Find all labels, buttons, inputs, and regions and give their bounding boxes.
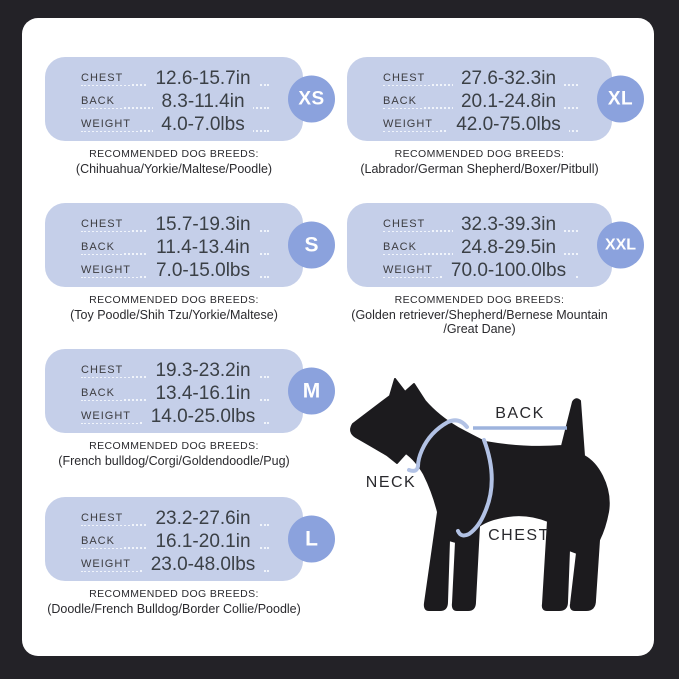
breed-list: (Labrador/German Shepherd/Boxer/Pitbull) (360, 162, 599, 176)
dog-silhouette (350, 378, 610, 611)
chest-value: 27.6-32.3in (452, 68, 565, 89)
recommended-title: RECOMMENDED DOG BREEDS: (89, 440, 259, 452)
chest-row: CHEST 15.7-19.3in (81, 213, 273, 235)
back-value: 20.1-24.8in (452, 91, 565, 112)
dog-silhouette-diagram (350, 378, 610, 611)
chest-label: CHEST (81, 72, 131, 85)
recommended-title: RECOMMENDED DOG BREEDS: (394, 148, 565, 160)
back-row: BACK 8.3-11.4in (81, 90, 273, 112)
chest-label: CHEST (383, 218, 433, 231)
back-label: BACK (81, 241, 122, 254)
weight-label: WEIGHT (81, 118, 138, 131)
chest-label: CHEST (81, 364, 131, 377)
back-label: BACK (81, 535, 122, 548)
size-panel: CHEST 12.6-15.7in BACK 8.3-11.4in WEIGHT… (45, 57, 335, 141)
size-badge-xs: XS (288, 75, 335, 123)
size-panel: CHEST 19.3-23.2in BACK 13.4-16.1in WEIGH… (45, 349, 335, 433)
size-block-l: CHEST 23.2-27.6in BACK 16.1-20.1in WEIGH… (45, 497, 335, 616)
chest-row: CHEST 19.3-23.2in (81, 359, 273, 381)
weight-label: WEIGHT (383, 118, 440, 131)
recommended-title: RECOMMENDED DOG BREEDS: (89, 148, 259, 160)
breed-list: (Golden retriever/Shepherd/Bernese Mount… (351, 308, 608, 336)
size-panel: CHEST 32.3-39.3in BACK 24.8-29.5in WEIGH… (347, 203, 644, 287)
size-badge-s: S (288, 221, 335, 269)
weight-value: 42.0-75.0lbs (448, 114, 569, 135)
weight-row: WEIGHT 23.0-48.0lbs (81, 553, 273, 575)
chest-label: CHEST (81, 218, 131, 231)
back-value: 13.4-16.1in (147, 383, 259, 404)
neck-strap-line (407, 418, 469, 473)
chest-value: 15.7-19.3in (147, 214, 259, 235)
back-row: BACK 13.4-16.1in (81, 382, 273, 404)
chest-row: CHEST 32.3-39.3in (383, 213, 582, 235)
weight-row: WEIGHT 4.0-7.0lbs (81, 113, 273, 135)
breed-list: (Chihuahua/Yorkie/Maltese/Poodle) (75, 162, 273, 176)
chest-label: CHEST (383, 72, 433, 85)
chest-strap-line (456, 438, 494, 538)
recommended-title: RECOMMENDED DOG BREEDS: (89, 294, 259, 306)
back-label: BACK (383, 241, 424, 254)
weight-row: WEIGHT 14.0-25.0lbs (81, 405, 273, 427)
breed-list: (Doodle/French Bulldog/Border Collie/Poo… (47, 602, 301, 616)
back-value: 24.8-29.5in (452, 237, 565, 258)
recommended-title: RECOMMENDED DOG BREEDS: (394, 294, 565, 306)
size-block-s: CHEST 15.7-19.3in BACK 11.4-13.4in WEIGH… (45, 203, 335, 322)
chest-row: CHEST 27.6-32.3in (383, 67, 582, 89)
chest-value: 19.3-23.2in (147, 360, 259, 381)
back-label: BACK (81, 387, 122, 400)
back-value: 11.4-13.4in (148, 237, 258, 258)
chest-row: CHEST 12.6-15.7in (81, 67, 273, 89)
back-row: BACK 20.1-24.8in (383, 90, 582, 112)
size-badge-m: M (288, 367, 335, 415)
chest-value: 12.6-15.7in (147, 68, 259, 89)
chest-row: CHEST 23.2-27.6in (81, 507, 273, 529)
chest-label: CHEST (81, 512, 131, 525)
weight-label: WEIGHT (383, 264, 440, 277)
weight-value: 70.0-100.0lbs (442, 260, 575, 281)
size-badge-xxl: XXL (597, 221, 644, 269)
size-badge-xl: XL (597, 75, 644, 123)
recommended-title: RECOMMENDED DOG BREEDS: (89, 588, 259, 600)
size-badge-l: L (288, 515, 335, 563)
diagram-neck-label: NECK (365, 474, 417, 491)
weight-label: WEIGHT (81, 558, 138, 571)
weight-value: 14.0-25.0lbs (142, 406, 264, 427)
size-block-xl: CHEST 27.6-32.3in BACK 20.1-24.8in WEIGH… (347, 57, 644, 176)
back-label: BACK (383, 95, 424, 108)
breed-list: (French bulldog/Corgi/Goldendoodle/Pug) (58, 454, 290, 468)
size-panel: CHEST 23.2-27.6in BACK 16.1-20.1in WEIGH… (45, 497, 335, 581)
size-block-xs: CHEST 12.6-15.7in BACK 8.3-11.4in WEIGHT… (45, 57, 335, 176)
size-panel: CHEST 15.7-19.3in BACK 11.4-13.4in WEIGH… (45, 203, 335, 287)
diagram-back-label: BACK (495, 405, 545, 422)
weight-value: 7.0-15.0lbs (147, 260, 258, 281)
diagram-chest-label: CHEST (488, 527, 550, 544)
size-block-m: CHEST 19.3-23.2in BACK 13.4-16.1in WEIGH… (45, 349, 335, 468)
weight-row: WEIGHT 42.0-75.0lbs (383, 113, 582, 135)
back-row: BACK 24.8-29.5in (383, 236, 582, 258)
weight-value: 4.0-7.0lbs (153, 114, 253, 135)
size-panel: CHEST 27.6-32.3in BACK 20.1-24.8in WEIGH… (347, 57, 644, 141)
weight-value: 23.0-48.0lbs (142, 554, 264, 575)
weight-label: WEIGHT (81, 264, 138, 277)
weight-label: WEIGHT (81, 410, 138, 423)
chest-value: 23.2-27.6in (147, 508, 259, 529)
back-label: BACK (81, 95, 122, 108)
back-row: BACK 11.4-13.4in (81, 236, 273, 258)
size-block-xxl: CHEST 32.3-39.3in BACK 24.8-29.5in WEIGH… (347, 203, 644, 336)
back-value: 8.3-11.4in (153, 91, 253, 112)
weight-row: WEIGHT 70.0-100.0lbs (383, 259, 582, 281)
weight-row: WEIGHT 7.0-15.0lbs (81, 259, 273, 281)
back-value: 16.1-20.1in (147, 531, 259, 552)
back-row: BACK 16.1-20.1in (81, 530, 273, 552)
breed-list: (Toy Poodle/Shih Tzu/Yorkie/Maltese) (70, 308, 278, 322)
chest-value: 32.3-39.3in (452, 214, 565, 235)
